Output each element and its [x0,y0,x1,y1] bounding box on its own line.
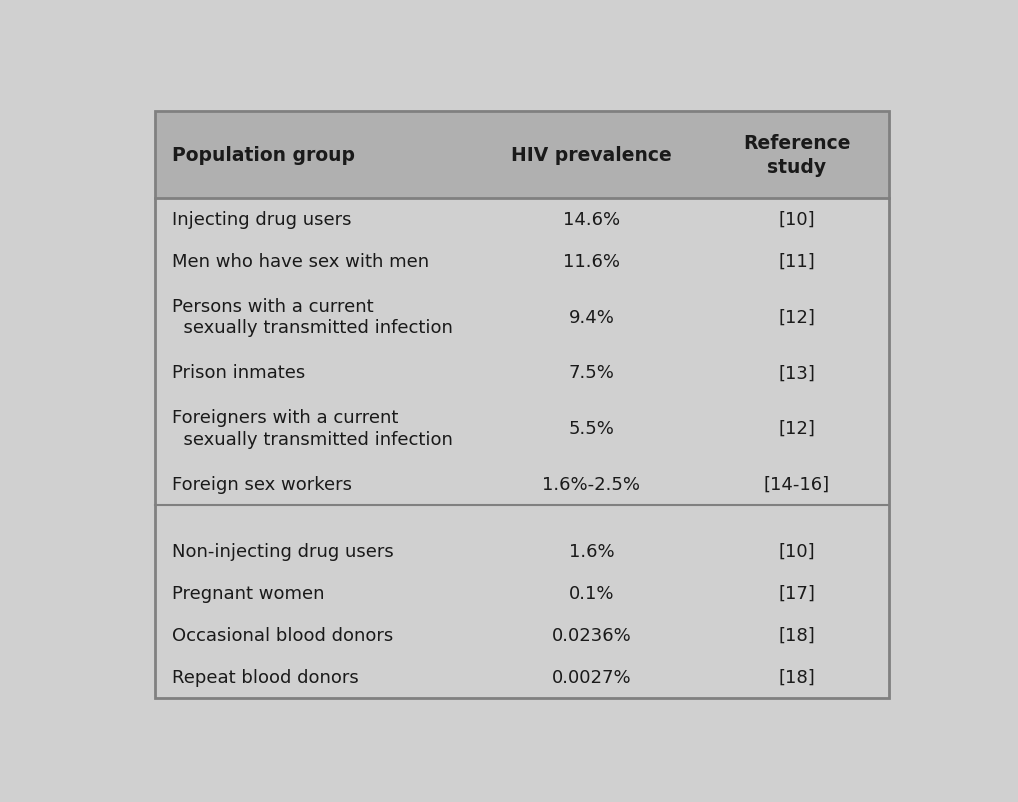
Text: 0.0236%: 0.0236% [552,626,631,644]
Bar [155,111,889,199]
Text: [17]: [17] [779,585,815,602]
Text: [18]: [18] [779,668,815,687]
Text: 1.6%: 1.6% [569,542,614,561]
Text: Non-injecting drug users: Non-injecting drug users [172,542,394,561]
Text: HIV prevalence: HIV prevalence [511,146,672,164]
Text: 1.6%-2.5%: 1.6%-2.5% [543,475,640,493]
Text: [12]: [12] [779,419,815,437]
Text: 0.1%: 0.1% [569,585,614,602]
Text: [14-16]: [14-16] [764,475,830,493]
Text: 9.4%: 9.4% [568,308,615,326]
Text: Injecting drug users: Injecting drug users [172,210,352,229]
Text: [10]: [10] [779,210,815,229]
Text: Pregnant women: Pregnant women [172,585,325,602]
Text: [13]: [13] [779,364,815,382]
Text: 7.5%: 7.5% [568,364,615,382]
Text: 14.6%: 14.6% [563,210,620,229]
Text: [10]: [10] [779,542,815,561]
Text: Persons with a current
  sexually transmitted infection: Persons with a current sexually transmit… [172,298,453,337]
Text: 5.5%: 5.5% [568,419,615,437]
Text: 0.0027%: 0.0027% [552,668,631,687]
Text: Reference
study: Reference study [743,134,851,176]
Text: Prison inmates: Prison inmates [172,364,305,382]
Text: [11]: [11] [779,253,815,270]
Text: Occasional blood donors: Occasional blood donors [172,626,394,644]
Text: [18]: [18] [779,626,815,644]
Text: Foreign sex workers: Foreign sex workers [172,475,352,493]
Text: Men who have sex with men: Men who have sex with men [172,253,430,270]
Text: Foreigners with a current
  sexually transmitted infection: Foreigners with a current sexually trans… [172,409,453,448]
Text: Population group: Population group [172,146,355,164]
Text: Repeat blood donors: Repeat blood donors [172,668,359,687]
Text: [12]: [12] [779,308,815,326]
Text: 11.6%: 11.6% [563,253,620,270]
